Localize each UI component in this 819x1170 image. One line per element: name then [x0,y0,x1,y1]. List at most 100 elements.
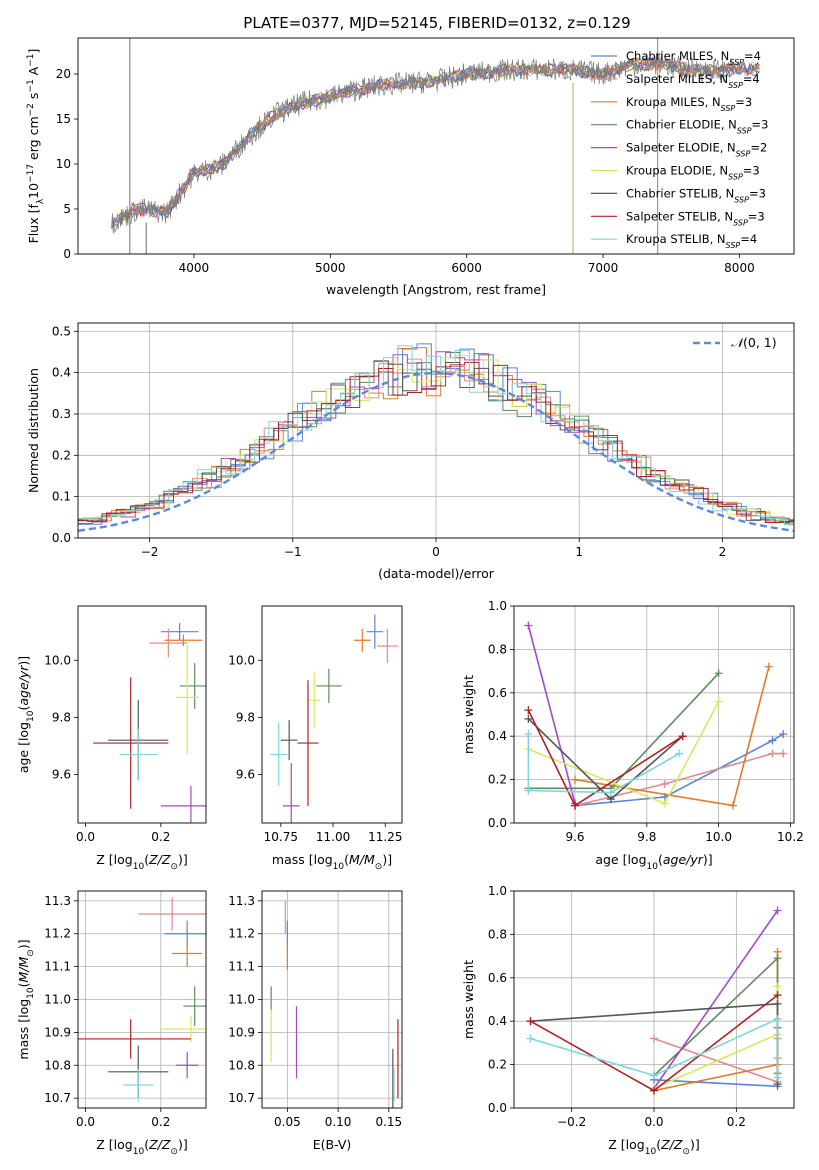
legend-sub: SSP [726,241,741,250]
y-axis-label: Normed distribution [26,368,41,493]
x-axis-label: (data-model)/error [378,566,495,581]
errorbar-salpeter-miles [138,897,206,931]
y-tick-label: 0.0 [52,531,71,545]
y-tick-label: 0.0 [488,816,507,830]
series-kroupa-stelib [524,730,684,797]
y-tick-label: 1.0 [488,884,507,898]
x-axis-label: age [log10(age/yr)] [595,852,712,872]
legend-entry: Kroupa MILES, NSSP=3 [626,95,752,113]
label-part: (0, 1) [743,335,777,350]
data-point [773,991,782,1000]
x-tick-label: 0.2 [151,1115,170,1129]
legend-text: Salpeter MILES, N [626,72,728,86]
errorbar-kroupa-stelib [270,723,288,786]
series-line [653,910,779,1089]
y-tick-label: 20 [56,67,71,81]
y-tick-label: 0.4 [52,366,71,380]
label-part: 10 [26,987,36,999]
plot-area [526,906,782,1095]
data-point [764,662,773,671]
label-part: log [626,1137,645,1152]
x-tick-label: 8000 [724,261,755,275]
legend-sub: SSP [721,103,736,112]
data-point [768,736,777,745]
panel-mass-vs-EBV: 0.05 0.10 0.15 10.7 10.8 10.9 11.0 11.1 11.2 11.3… [228,890,403,1152]
series-salpeter-stelib [524,706,687,810]
axes-frame [513,605,795,824]
legend-text: =3 [752,118,769,132]
legend-sub: SSP [737,126,752,135]
legend-text: =4 [740,232,757,246]
label-part: )] [178,852,188,867]
x-tick-label: 11.00 [316,830,350,844]
x-tick-label: 9.6 [565,830,584,844]
data-point [678,732,687,741]
y-axis-label: age [log10(age/yr)] [16,656,36,773]
y-axis-label: Flux [fλ10−17 erg cm−2 s−1 A−1] [26,49,46,244]
series-line [653,986,779,1090]
y-tick-label: 0.1 [52,490,71,504]
label-part: log [114,1137,133,1152]
data-point [773,1015,782,1024]
data-point [606,788,615,797]
residual-histogram-kroupa-stelib [82,345,794,526]
data-point [524,706,533,715]
errorbar-kroupa-elodie [307,671,321,729]
y-tick-label: 0 [63,247,71,261]
label-part: ⊙ [170,1147,178,1157]
plot-area [270,614,398,823]
errorbar-salpeter-miles [376,628,398,664]
errorbar-salpeter-elodie [175,1052,199,1079]
legend-text: =3 [743,164,760,178]
axes-frame [261,605,403,824]
label-part: Z/Z [660,1137,683,1152]
y-tick-label: 0.0 [488,1101,507,1115]
errorbar-kroupa-stelib [119,728,158,781]
data-point [571,775,580,784]
y-axis-label: mass weight [461,675,476,754]
label-part: Flux [f [26,204,41,244]
y-axis-label: mass [log10(M/M⊙)] [16,939,36,1059]
label-part: age/yr [16,665,31,706]
label-part: A [26,66,41,79]
label-part: M/M [349,852,375,867]
x-tick-label: 7000 [588,261,619,275]
y-tick-label: 9.6 [52,767,71,781]
data-point [526,1017,535,1026]
data-point [660,799,669,808]
label-part: log [16,999,31,1018]
series-salpeter-stelib [526,991,782,1095]
data-point [779,730,788,739]
figure-title: PLATE=0377, MJD=52145, FIBERID=0132, z=0… [243,14,630,32]
label-part: 10 [647,862,659,872]
y-tick-label: 11.0 [228,993,255,1007]
legend-entry: Kroupa STELIB, NSSP=4 [626,232,757,250]
legend-text: Salpeter STELIB, N [626,209,733,223]
plot-area [78,343,794,532]
legend-sub: SSP [736,149,751,158]
label-part: Z [ [96,1137,113,1152]
x-tick-label: −2 [141,545,159,559]
axes-frame [77,605,207,824]
label-part: )] [16,939,31,949]
series-line [527,734,680,794]
panel-residuals: −2 −1 0 1 2 0.0 0.1 0.2 0.3 0.4 0.5 (data-model)/er… [26,322,795,581]
label-part: M/M [16,956,31,982]
y-tick-label: 10.0 [228,653,255,667]
panel-age-vs-Z: 0.0 0.29.69.810.0Z [log10(Z/Z⊙)]age [log1… [16,605,207,872]
series-line [574,752,784,807]
label-part: ( [656,1137,661,1152]
errorbar-chabrier-elodie [316,668,342,704]
x-tick-label: 4000 [179,261,210,275]
y-tick-label: 11.0 [44,993,71,1007]
series-line [527,625,576,804]
legend-entry: Chabrier MILES, NSSP=4 [626,49,761,67]
data-point [524,730,533,739]
y-tick-label: 15 [56,112,71,126]
label-part: log [314,852,333,867]
errorbar-chabrier-miles [366,614,384,649]
y-tick-label: 9.6 [236,767,255,781]
legend-sub: SSP [728,80,743,89]
